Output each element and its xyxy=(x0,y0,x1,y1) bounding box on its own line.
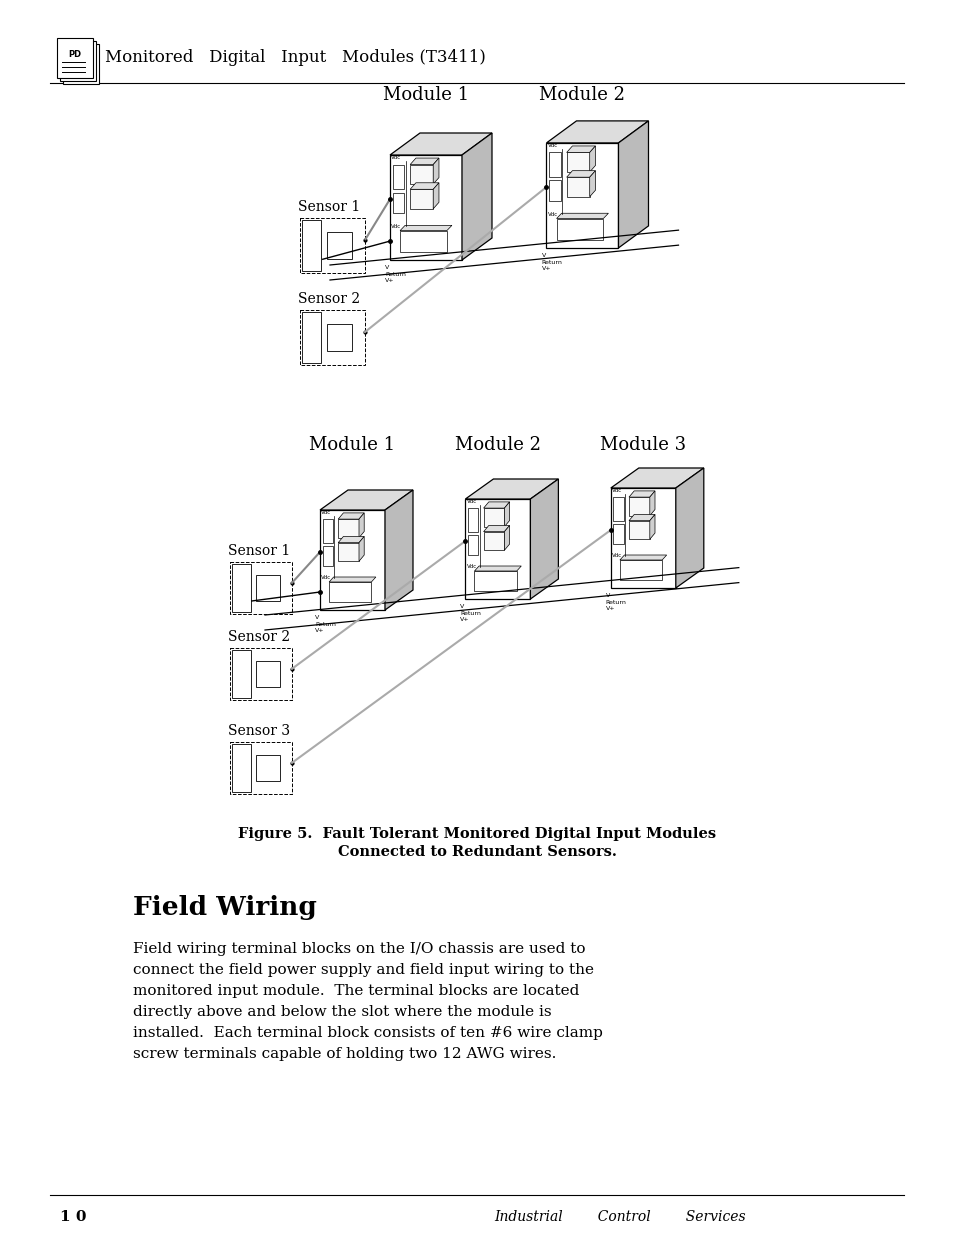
Polygon shape xyxy=(628,515,655,521)
Text: Vdc: Vdc xyxy=(466,564,476,569)
Text: 1 0: 1 0 xyxy=(60,1210,87,1224)
Polygon shape xyxy=(338,542,358,561)
Text: Vdc: Vdc xyxy=(466,499,476,504)
Polygon shape xyxy=(358,536,364,561)
Polygon shape xyxy=(675,468,703,588)
Polygon shape xyxy=(338,536,364,542)
Polygon shape xyxy=(649,490,655,516)
Text: Sensor 1: Sensor 1 xyxy=(228,543,290,558)
Polygon shape xyxy=(358,513,364,537)
Text: monitored input module.  The terminal blocks are located: monitored input module. The terminal blo… xyxy=(132,984,578,998)
Polygon shape xyxy=(483,525,509,531)
Text: Monitored   Digital   Input   Modules (T3411): Monitored Digital Input Modules (T3411) xyxy=(105,49,485,67)
Polygon shape xyxy=(530,479,558,599)
Text: Vdc: Vdc xyxy=(612,488,621,493)
Text: directly above and below the slot where the module is: directly above and below the slot where … xyxy=(132,1005,551,1019)
Polygon shape xyxy=(618,121,648,248)
Polygon shape xyxy=(390,133,492,156)
Text: Field Wiring: Field Wiring xyxy=(132,895,316,920)
Polygon shape xyxy=(589,170,595,196)
Polygon shape xyxy=(410,158,438,164)
Polygon shape xyxy=(465,479,558,499)
Text: Module 2: Module 2 xyxy=(539,86,625,104)
Polygon shape xyxy=(338,519,358,537)
Text: V
Return
V+: V Return V+ xyxy=(605,593,626,611)
Text: Module 1: Module 1 xyxy=(382,86,469,104)
Polygon shape xyxy=(399,225,452,231)
Polygon shape xyxy=(63,44,99,84)
Text: Sensor 2: Sensor 2 xyxy=(297,291,359,306)
Polygon shape xyxy=(566,170,595,177)
Polygon shape xyxy=(546,143,618,248)
Polygon shape xyxy=(329,582,371,601)
Text: Vdc: Vdc xyxy=(321,510,332,515)
Text: V
Return
V+: V Return V+ xyxy=(314,615,335,634)
Polygon shape xyxy=(461,133,492,261)
Text: Figure 5.  Fault Tolerant Monitored Digital Input Modules: Figure 5. Fault Tolerant Monitored Digit… xyxy=(237,827,716,841)
Polygon shape xyxy=(390,156,461,261)
Polygon shape xyxy=(610,468,703,488)
Polygon shape xyxy=(556,219,602,240)
Text: Vdc: Vdc xyxy=(612,553,621,558)
Polygon shape xyxy=(546,121,648,143)
Text: Field wiring terminal blocks on the I/O chassis are used to: Field wiring terminal blocks on the I/O … xyxy=(132,942,585,956)
Polygon shape xyxy=(319,510,385,610)
Polygon shape xyxy=(566,146,595,152)
Polygon shape xyxy=(610,488,675,588)
Polygon shape xyxy=(57,38,92,78)
Polygon shape xyxy=(385,490,413,610)
Text: Sensor 3: Sensor 3 xyxy=(228,724,290,739)
Polygon shape xyxy=(338,513,364,519)
Polygon shape xyxy=(433,183,438,209)
Text: Vdc: Vdc xyxy=(321,576,332,580)
Polygon shape xyxy=(399,231,446,252)
Text: connect the field power supply and field input wiring to the: connect the field power supply and field… xyxy=(132,963,594,977)
Polygon shape xyxy=(433,158,438,184)
Polygon shape xyxy=(483,531,504,551)
Polygon shape xyxy=(628,498,649,516)
Polygon shape xyxy=(619,555,666,559)
Polygon shape xyxy=(410,189,433,209)
Text: Module 1: Module 1 xyxy=(309,436,395,454)
Polygon shape xyxy=(474,566,520,571)
Polygon shape xyxy=(319,490,413,510)
Text: PD: PD xyxy=(68,49,81,59)
Polygon shape xyxy=(619,559,661,580)
Polygon shape xyxy=(483,508,504,526)
Polygon shape xyxy=(566,177,589,196)
Polygon shape xyxy=(504,525,509,551)
Text: Module 2: Module 2 xyxy=(455,436,540,454)
Text: installed.  Each terminal block consists of ten #6 wire clamp: installed. Each terminal block consists … xyxy=(132,1026,602,1040)
Polygon shape xyxy=(628,521,649,540)
Text: Vdc: Vdc xyxy=(547,143,558,148)
Polygon shape xyxy=(474,571,517,592)
Text: Sensor 1: Sensor 1 xyxy=(297,200,360,214)
Polygon shape xyxy=(628,490,655,498)
Text: Vdc: Vdc xyxy=(391,156,401,161)
Text: V
Return
V+: V Return V+ xyxy=(460,604,480,622)
Text: Vdc: Vdc xyxy=(391,224,401,228)
Polygon shape xyxy=(556,214,608,219)
Polygon shape xyxy=(410,164,433,184)
Text: V
Return
V+: V Return V+ xyxy=(541,253,561,272)
Text: Module 3: Module 3 xyxy=(599,436,685,454)
Text: Vdc: Vdc xyxy=(547,211,558,216)
Polygon shape xyxy=(329,577,375,582)
Text: screw terminals capable of holding two 12 AWG wires.: screw terminals capable of holding two 1… xyxy=(132,1047,556,1061)
Polygon shape xyxy=(649,515,655,540)
Polygon shape xyxy=(566,152,589,172)
Text: Industrial        Control        Services: Industrial Control Services xyxy=(494,1210,745,1224)
Polygon shape xyxy=(60,41,96,82)
Polygon shape xyxy=(589,146,595,172)
Polygon shape xyxy=(465,499,530,599)
Text: V
Return
V+: V Return V+ xyxy=(385,266,405,283)
Polygon shape xyxy=(410,183,438,189)
Text: Connected to Redundant Sensors.: Connected to Redundant Sensors. xyxy=(337,845,616,860)
Polygon shape xyxy=(483,501,509,508)
Text: Sensor 2: Sensor 2 xyxy=(228,630,290,643)
Polygon shape xyxy=(504,501,509,526)
